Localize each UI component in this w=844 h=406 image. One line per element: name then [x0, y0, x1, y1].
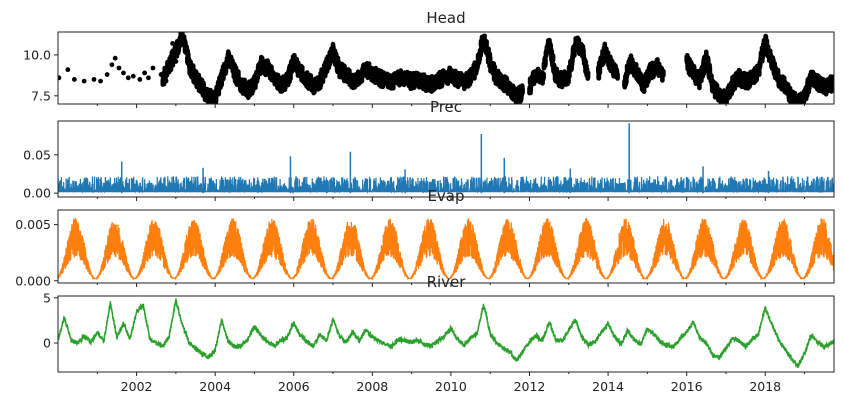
head-point-10	[121, 70, 126, 76]
head-point-19	[168, 54, 174, 59]
prec-line	[58, 176, 834, 195]
head-point-7	[109, 62, 115, 68]
evap-data	[58, 217, 834, 281]
head-point-3	[81, 78, 87, 84]
x-axis: 2002 2004 2006 2008 2010 2012 2014 2016 2018	[121, 379, 782, 394]
head-ytick-label-1: 10.0	[23, 47, 51, 62]
river-data	[58, 298, 834, 369]
head-point-6	[104, 72, 110, 77]
head-point-0	[58, 75, 62, 81]
panels-group: 7.5 10.0 Head 0.00 0.05 Prec 0.000 0.005 Evap 0 5 R…	[15, 9, 835, 376]
panel-evap: 0.000 0.005 Evap	[15, 187, 835, 288]
head-point-4	[91, 77, 97, 82]
head-title: Head	[426, 9, 465, 27]
evap-frame	[57, 209, 835, 284]
head-ytick-label-0: 7.5	[31, 88, 51, 103]
head-point-5	[98, 78, 103, 84]
x-tick-label-6: 2014	[592, 379, 624, 394]
head-point-14	[142, 70, 148, 76]
x-tick-label-8: 2018	[749, 379, 781, 394]
evap-line	[58, 217, 834, 281]
prec-data	[58, 123, 834, 195]
river-ytick-label-1: 5	[43, 290, 51, 305]
head-point-8	[112, 55, 118, 61]
panel-head: 7.5 10.0 Head	[23, 9, 835, 108]
head-point-2	[71, 77, 77, 82]
panel-prec: 0.00 0.05 Prec	[23, 98, 835, 201]
head-point-18	[163, 78, 169, 84]
head-point-13	[137, 77, 143, 82]
head-data	[58, 32, 834, 104]
head-point-12	[130, 73, 136, 79]
x-tick-label-0: 2002	[121, 379, 153, 394]
head-frame	[57, 31, 835, 105]
head-point-11	[125, 75, 131, 81]
x-tick-label-1: 2004	[199, 379, 231, 394]
x-tick-label-7: 2016	[671, 379, 703, 394]
head-point-20	[170, 41, 175, 46]
prec-ytick-label-1: 0.05	[23, 147, 51, 162]
head-scatter-ribbon	[160, 32, 834, 104]
evap-title: Evap	[427, 187, 464, 205]
head-point-9	[116, 65, 122, 71]
head-point-15	[146, 75, 151, 81]
prec-frame	[57, 120, 835, 198]
x-tick-label-4: 2010	[435, 379, 467, 394]
river-frame	[57, 295, 835, 373]
head-point-1	[65, 67, 71, 73]
river-line	[58, 298, 834, 369]
x-tick-label-5: 2012	[514, 379, 546, 394]
head-point-21	[173, 59, 179, 64]
evap-ytick-label-1: 0.005	[15, 217, 51, 232]
head-point-16	[150, 65, 156, 71]
panel-river: 0 5 River	[43, 273, 835, 376]
prec-title: Prec	[430, 98, 462, 116]
head-point-17	[158, 72, 164, 77]
x-tick-label-3: 2008	[356, 379, 388, 394]
river-ytick-label-0: 0	[43, 336, 51, 351]
river-title: River	[427, 273, 467, 291]
prec-ytick-label-0: 0.00	[23, 186, 51, 201]
evap-ytick-label-0: 0.000	[15, 273, 51, 288]
x-tick-label-2: 2006	[278, 379, 310, 394]
